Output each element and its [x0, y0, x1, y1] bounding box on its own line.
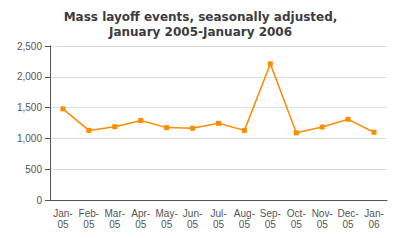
svg-text:500: 500 — [25, 164, 42, 175]
svg-text:Jul-: Jul- — [210, 208, 226, 219]
svg-text:05: 05 — [57, 219, 69, 230]
svg-text:Jun-: Jun- — [183, 208, 202, 219]
svg-text:05: 05 — [343, 219, 355, 230]
svg-text:Oct-: Oct- — [287, 208, 306, 219]
svg-text:05: 05 — [135, 219, 147, 230]
svg-text:January 2005-January 2006: January 2005-January 2006 — [108, 25, 292, 39]
svg-text:2,500: 2,500 — [17, 41, 42, 52]
svg-text:05: 05 — [317, 219, 329, 230]
svg-text:Jan-: Jan- — [364, 208, 383, 219]
svg-text:Sep-: Sep- — [260, 208, 281, 219]
svg-text:2,000: 2,000 — [17, 71, 42, 82]
svg-text:05: 05 — [291, 219, 303, 230]
svg-text:Jan-: Jan- — [53, 208, 72, 219]
svg-text:05: 05 — [83, 219, 95, 230]
svg-text:May-: May- — [156, 208, 178, 219]
svg-text:Nov-: Nov- — [312, 208, 333, 219]
svg-text:05: 05 — [213, 219, 225, 230]
svg-text:Mar-: Mar- — [105, 208, 126, 219]
svg-text:Mass layoff events, seasonally: Mass layoff events, seasonally adjusted, — [64, 10, 338, 24]
svg-text:Dec-: Dec- — [338, 208, 359, 219]
svg-text:Apr-: Apr- — [131, 208, 150, 219]
svg-text:0: 0 — [36, 195, 42, 206]
svg-text:1,000: 1,000 — [17, 133, 42, 144]
svg-text:06: 06 — [368, 219, 380, 230]
svg-text:05: 05 — [187, 219, 199, 230]
svg-text:Feb-: Feb- — [79, 208, 100, 219]
svg-text:Aug-: Aug- — [234, 208, 255, 219]
svg-text:05: 05 — [161, 219, 173, 230]
svg-text:05: 05 — [239, 219, 251, 230]
svg-text:1,500: 1,500 — [17, 102, 42, 113]
svg-text:05: 05 — [265, 219, 277, 230]
svg-text:05: 05 — [109, 219, 121, 230]
